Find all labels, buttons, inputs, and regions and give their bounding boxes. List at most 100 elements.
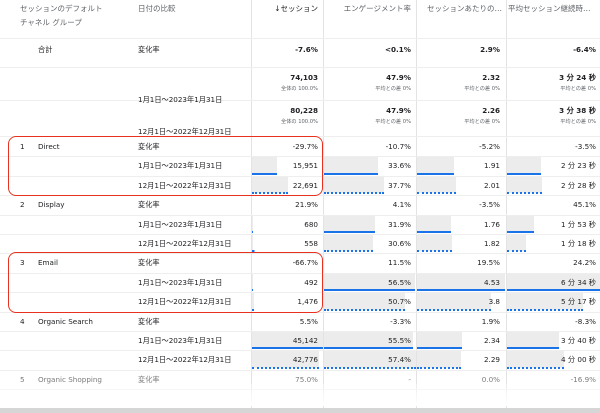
bar-engagement-rate [324,293,406,310]
bar-underline-current [252,172,278,175]
channel-name-organic-shopping[interactable]: Organic Shopping [38,374,102,384]
bar-sessions [252,235,253,252]
bar-sessions-per-user [417,332,463,349]
engagement-rate-value: 31.9% [388,219,411,229]
channel-name-email[interactable]: Email [38,258,58,268]
sessions-value: 492 [304,277,318,287]
column-header-avg-session-duration[interactable]: 平均セッション継続時… [508,4,591,13]
avg-session-duration-value: 3 分 40 秒 [561,336,596,345]
column-divider [416,0,417,410]
change-avg-session-duration: 24.2% [573,258,596,268]
bar-underline-current [417,231,452,233]
bar-engagement-rate [324,157,378,174]
channel-name-organic-search[interactable]: Organic Search [38,316,93,326]
total-engagement-rate-value: 47.9% [386,73,411,82]
total-sessions-sub: 全体の 100.0% [281,86,318,92]
bar-underline-current [252,231,254,233]
total-change-sessions-per-user: 2.9% [480,45,500,54]
bar-sessions [252,351,320,368]
bar-engagement-rate [324,235,374,252]
change-sessions: 21.9% [295,200,318,210]
change-label: 変化率 [138,258,160,268]
engagement-rate-value: 33.6% [388,161,411,171]
change-engagement-rate: -3.3% [390,316,411,326]
bar-sessions [252,332,323,349]
total-sessions-sub: 全体の 100.0% [281,119,318,125]
total-sessions-per-user-value: 2.26 [482,106,500,115]
bar-avg-session-duration [507,293,583,310]
engagement-rate-value: 37.7% [388,180,411,190]
bar-sessions-per-user [417,235,453,252]
sessions-value: 45,142 [292,336,318,345]
total-avg-session-duration-sub: 平均との差 0% [560,119,596,125]
change-sessions: -66.7% [292,258,318,268]
row-divider [0,272,600,274]
bar-underline-previous [252,192,288,195]
bar-sessions-per-user [417,215,452,232]
change-label: 変化率 [138,316,160,326]
column-header-engagement-rate[interactable]: エンゲージメント率 [343,4,411,13]
bar-underline-previous [417,308,491,311]
column-header-channel-group[interactable]: セッションのデフォルト チャネル グループ [20,2,103,30]
period-date: 1月1日～2023年1月31日 [138,219,223,229]
sessions-per-user-value: 2.34 [483,336,500,345]
bar-underline-current [252,289,253,292]
avg-session-duration-value: 2 分 23 秒 [561,161,596,171]
bar-underline-previous [507,250,526,253]
total-sessions-value: 74,103 [290,73,318,82]
change-sessions-per-user: -5.2% [479,142,500,151]
column-divider [323,0,324,410]
total-sessions-per-user-sub: 平均との差 0% [464,119,500,125]
bar-sessions-per-user [417,157,455,174]
change-sessions-per-user: 1.9% [481,316,500,326]
column-header-sessions[interactable]: ↓セッション [274,4,318,13]
bar-underline-previous [417,366,462,369]
total-sessions-per-user-sub: 平均との差 0% [464,86,500,92]
change-sessions-per-user: -3.5% [479,200,500,210]
total-sessions-per-user-value: 2.32 [482,73,500,82]
bar-underline-previous [252,366,320,369]
header-text: チャネル グループ [20,18,82,27]
bar-avg-session-duration [507,157,542,174]
total-engagement-rate-sub: 平均との差 0% [375,119,411,125]
column-header-sessions-per-user[interactable]: セッションあたりの… [427,4,502,13]
sessions-value: 42,776 [292,355,318,365]
engagement-rate-value: 55.5% [388,336,411,345]
bar-underline-current [507,231,534,233]
bar-underline-current [324,289,415,292]
bar-underline-previous [252,308,255,311]
sessions-per-user-value: 2.01 [483,180,500,190]
sessions-per-user-value: 1.76 [483,219,500,229]
change-avg-session-duration: 45.1% [573,200,596,210]
bar-sessions-per-user [417,176,457,194]
bar-underline-previous [507,192,543,195]
bar-engagement-rate [324,351,416,368]
bar-avg-session-duration [507,273,600,291]
row-divider [0,67,600,68]
bar-engagement-rate [324,176,385,194]
row-divider [0,311,600,313]
bar-underline-previous [324,308,406,311]
bar-underline-previous [507,366,565,369]
channel-name-direct[interactable]: Direct [38,142,60,151]
row-rank: 5 [20,374,25,384]
bar-underline-current [507,347,560,350]
bar-underline-previous [417,250,453,253]
row-divider [0,100,600,101]
channel-name-display[interactable]: Display [38,200,65,210]
bar-engagement-rate [324,273,415,291]
sessions-per-user-value: 1.91 [483,161,500,171]
avg-session-duration-value: 6 分 34 秒 [561,277,596,287]
row-divider [0,38,600,39]
sessions-value: 1,476 [297,297,318,307]
period-date: 1月1日～2023年1月31日 [138,161,223,171]
change-label: 変化率 [138,374,160,384]
total-change-engagement-rate: <0.1% [385,45,411,54]
row-divider [0,234,600,235]
row-rank: 2 [20,200,25,210]
change-engagement-rate: 4.1% [392,200,411,210]
total-avg-session-duration-value: 3 分 38 秒 [559,106,596,115]
column-header-date-compare[interactable]: 日付の比較 [138,4,176,13]
change-engagement-rate: 11.5% [388,258,411,268]
row-divider [0,292,600,294]
